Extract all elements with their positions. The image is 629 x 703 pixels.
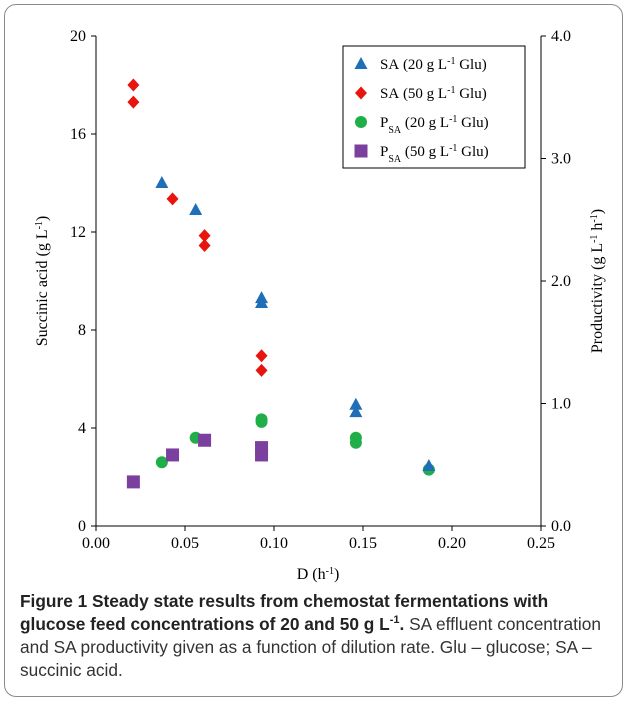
x-tick-label: 0.05 bbox=[171, 535, 199, 552]
data-point-triangle bbox=[255, 291, 269, 304]
y2-tick-label: 1.0 bbox=[551, 396, 571, 413]
x-axis-label: D (h-1) bbox=[297, 566, 340, 584]
data-point-diamond bbox=[127, 95, 140, 109]
legend-marker-square bbox=[354, 144, 368, 158]
data-point-diamond bbox=[255, 349, 268, 363]
legend: SA (20 g L-1 Glu) SA (50 g L-1 Glu) PSA (2… bbox=[342, 45, 526, 169]
data-point-triangle bbox=[155, 176, 169, 188]
y-axis-label: Succinic acid (g L-1) bbox=[34, 216, 52, 347]
caption-title: Figure 1 Steady state results from chemo… bbox=[20, 591, 549, 634]
y2-axis-label: Productivity (g L-1 h-1) bbox=[589, 209, 607, 353]
data-point-circle bbox=[155, 456, 168, 469]
x-tick-label: 0.00 bbox=[82, 535, 110, 552]
data-point-diamond bbox=[198, 229, 211, 243]
legend-box bbox=[342, 45, 526, 169]
data-point-triangle bbox=[349, 397, 363, 410]
y2-tick-label: 2.0 bbox=[551, 273, 571, 290]
tick-marks: 0.00 0.05 0.10 0.15 0.20 0.25 0 4 8 12 16 20 0.0 1.0 2… bbox=[70, 28, 571, 552]
data-point-triangle bbox=[189, 202, 203, 215]
data-point-square bbox=[255, 441, 269, 455]
legend-label: PSA (50 g L-1 Glu) bbox=[380, 143, 489, 165]
y-tick-label: 12 bbox=[70, 224, 86, 241]
y-tick-label: 8 bbox=[78, 322, 86, 339]
data-point-diamond bbox=[166, 192, 179, 206]
y-tick-label: 0 bbox=[78, 518, 86, 535]
x-tick-label: 0.20 bbox=[438, 535, 466, 552]
x-tick-label: 0.25 bbox=[527, 535, 555, 552]
data-point-circle bbox=[255, 413, 268, 426]
data-points bbox=[126, 78, 436, 489]
chart: 0.00 0.05 0.10 0.15 0.20 0.25 0 4 8 12 16 20 0.0 1.0 2… bbox=[34, 28, 607, 584]
legend-marker-triangle bbox=[354, 57, 368, 69]
data-point-square bbox=[126, 475, 140, 489]
y2-tick-label: 4.0 bbox=[551, 28, 571, 45]
y-tick-label: 20 bbox=[70, 28, 86, 45]
legend-label: SA (50 g L-1 Glu) bbox=[380, 85, 487, 103]
data-point-diamond bbox=[127, 78, 140, 92]
data-point-diamond bbox=[198, 238, 211, 252]
data-point-square bbox=[198, 433, 212, 447]
x-tick-label: 0.15 bbox=[349, 535, 377, 552]
legend-label: SA (20 g L-1 Glu) bbox=[380, 56, 487, 74]
x-tick-label: 0.10 bbox=[260, 535, 288, 552]
y2-tick-label: 0.0 bbox=[551, 518, 571, 535]
y-tick-label: 16 bbox=[70, 126, 86, 143]
data-point-square bbox=[166, 448, 180, 462]
y2-tick-label: 3.0 bbox=[551, 151, 571, 168]
data-point-triangle bbox=[422, 458, 436, 471]
legend-marker-circle bbox=[355, 116, 367, 128]
y-tick-label: 4 bbox=[78, 420, 86, 437]
figure-caption: Figure 1 Steady state results from chemo… bbox=[20, 590, 615, 682]
data-point-diamond bbox=[255, 363, 268, 377]
legend-label: PSA (20 g L-1 Glu) bbox=[380, 114, 489, 136]
legend-marker-diamond bbox=[355, 86, 367, 100]
data-point-circle bbox=[349, 431, 362, 444]
caption-body: SA effluent concentration and SA product… bbox=[20, 614, 601, 680]
data-point-triangle bbox=[349, 405, 363, 418]
